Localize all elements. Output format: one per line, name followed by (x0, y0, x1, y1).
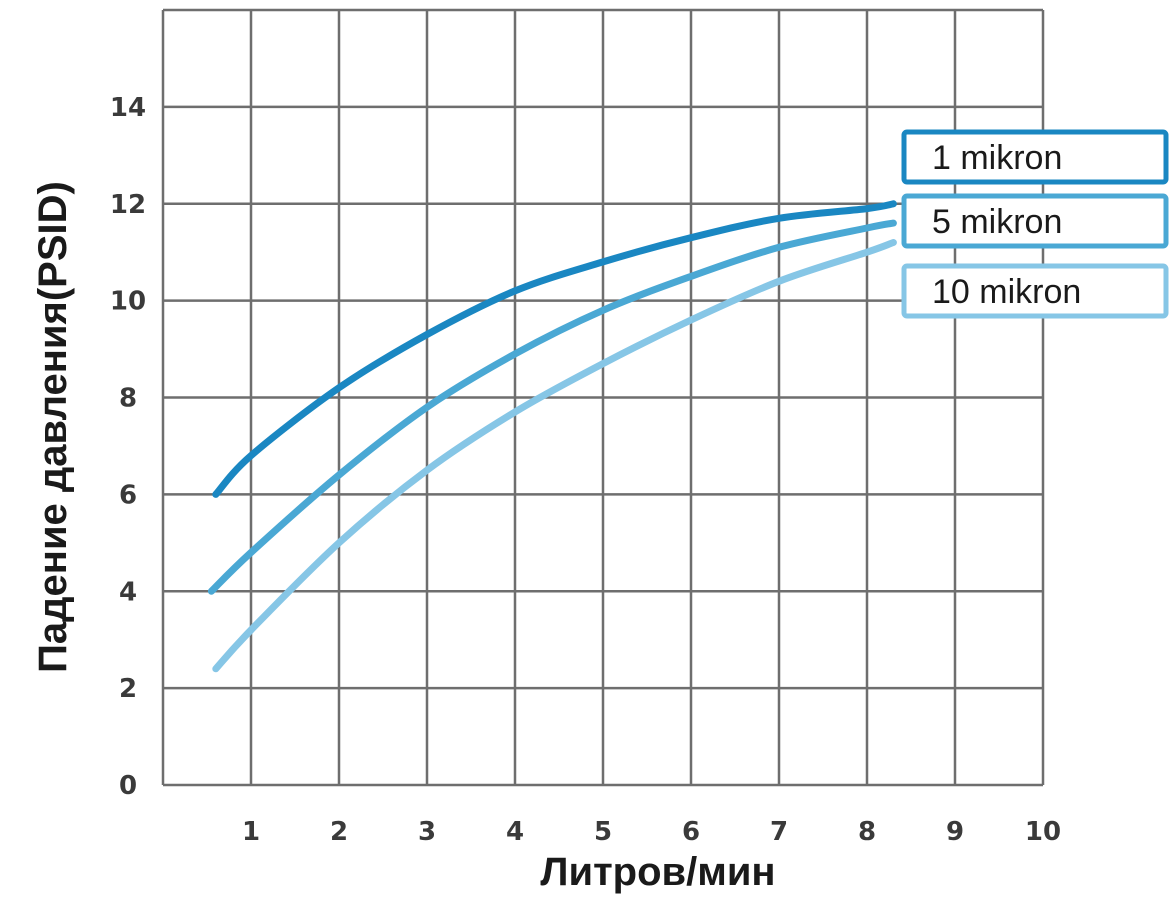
series-layer (207, 200, 897, 673)
series-line-1 (212, 200, 897, 498)
x-tick-label: 9 (946, 817, 964, 847)
y-tick-label: 12 (110, 190, 146, 220)
y-tick-label: 2 (119, 674, 137, 704)
y-tick-label: 4 (119, 577, 137, 607)
x-tick-label: 10 (1025, 817, 1061, 847)
x-tick-label: 8 (858, 817, 876, 847)
y-axis-title: Падение давления(PSID) (31, 181, 75, 673)
series-line-3 (212, 239, 897, 673)
legend-item: 1 mikron (901, 129, 1169, 185)
legend-item: 10 mikron (901, 263, 1169, 319)
y-tick-label: 14 (110, 93, 146, 123)
x-tick-label: 1 (242, 817, 260, 847)
legend-box (901, 129, 1169, 185)
series-line-2 (207, 219, 897, 595)
x-tick-label: 3 (418, 817, 436, 847)
x-tick-label: 5 (594, 817, 612, 847)
legend-box (901, 263, 1169, 319)
legend-label: 5 mikron (932, 203, 1062, 241)
legend: 1 mikron 5 mikron 10 mikron (901, 129, 1169, 319)
grid (161, 8, 1045, 787)
legend-box (901, 193, 1169, 249)
x-tick-label: 4 (506, 817, 524, 847)
x-axis-title: Литров/мин (540, 850, 775, 894)
y-tick-label: 6 (119, 480, 137, 510)
x-tick-label: 7 (770, 817, 788, 847)
y-tick-label: 8 (119, 384, 137, 414)
x-tick-label: 6 (682, 817, 700, 847)
legend-label: 10 mikron (932, 273, 1081, 311)
y-tick-label: 0 (119, 771, 137, 801)
x-axis-ticks: 1 2 3 4 5 6 7 8 9 10 (242, 817, 1061, 847)
y-axis-ticks: 0 2 4 6 8 10 12 14 (110, 93, 146, 801)
x-tick-label: 2 (330, 817, 348, 847)
legend-item: 5 mikron (901, 193, 1169, 249)
legend-label: 1 mikron (932, 139, 1062, 177)
y-tick-label: 10 (110, 287, 146, 317)
